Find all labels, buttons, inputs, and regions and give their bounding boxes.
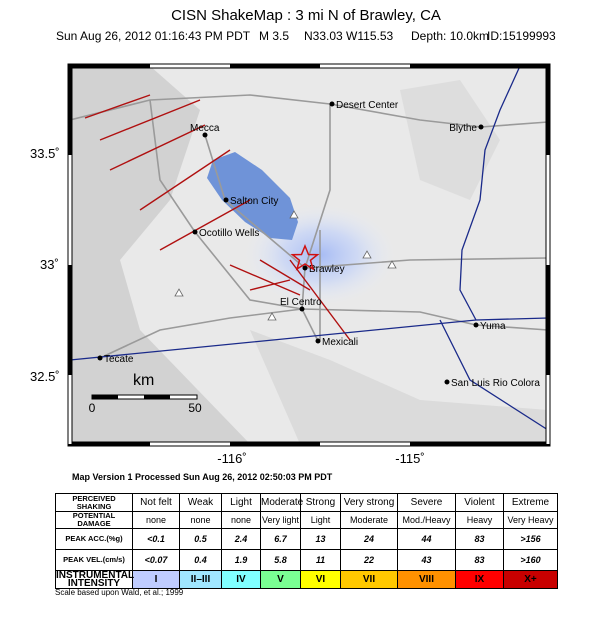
row-header: PEAK VEL.(cm/s) [55,549,133,571]
subtitle-magnitude: M 3.5 [259,29,289,43]
legend-cell: 83 [455,549,504,571]
legend-cell: II–III [179,570,222,589]
stations [174,210,397,321]
legend-cell: <0.07 [132,549,180,571]
faults [84,94,351,341]
map-area [70,66,548,444]
legend-cell: 1.9 [221,549,261,571]
subtitle-time: Sun Aug 26, 2012 01:16:43 PM PDT [56,29,251,43]
legend-cell: Not felt [132,493,180,512]
subtitle: Sun Aug 26, 2012 01:16:43 PM PDT M 3.5 N… [56,29,556,43]
subtitle-location: N33.03 W115.53 [304,29,393,43]
borders [70,66,548,431]
legend-cell: none [132,511,180,529]
legend-cell: 43 [397,549,456,571]
legend-cell: VI [300,570,341,589]
legend-cell: Severe [397,493,456,512]
city-label: Yuma [480,321,506,332]
lon-label: -116˚ [217,451,246,466]
legend-cell: 0.5 [179,528,222,550]
legend-cell: 11 [300,549,341,571]
city-label: Mexicali [322,337,358,348]
legend-cell: Extreme [503,493,558,512]
legend-row: POTENTIAL DAMAGE none none none Very light Li… [55,511,558,529]
legend-cell: none [179,511,222,529]
legend-cell: none [221,511,261,529]
frame-ticks [68,64,550,446]
legend-row: PERCEIVED SHAKING Not felt Weak Light Modera… [55,493,558,512]
legend-cell: Moderate [260,493,303,512]
cities: Desert Center Blythe Mecca Salton City O… [97,100,540,389]
legend-cell: 22 [340,549,398,571]
legend-cell: IV [221,570,261,589]
legend-cell: 2.4 [221,528,261,550]
legend-cell: 83 [455,528,504,550]
legend-cell: V [260,570,301,589]
city-label: Blythe [449,123,477,134]
scale-tick: 50 [188,401,202,415]
legend-cell: 5.8 [260,549,301,571]
legend-cell: IX [455,570,504,589]
lat-label: 32.5˚ [30,369,60,384]
city-label: Mecca [190,123,220,134]
lat-label: 33.5˚ [30,146,60,161]
legend-cell: 24 [340,528,398,550]
row-header: INSTRUMENTAL INTENSITY [55,569,135,589]
lon-label: -115˚ [395,451,424,466]
legend-cell: Heavy [455,511,504,529]
subtitle-depth: Depth: 10.0km [411,29,489,43]
legend-row: PEAK ACC.(%g) <0.1 0.5 2.4 6.7 13 24 44 83 >156 [55,528,558,550]
legend-cell: Very Heavy [503,511,558,529]
footer: Scale based upon Wald, et al.; 1999 [55,588,184,597]
legend-cell: >160 [503,549,558,571]
version: Map Version 1 Processed Sun Aug 26, 2012… [72,472,333,482]
legend-cell: Light [300,511,341,529]
legend-cell: Light [221,493,261,512]
scale-tick: 0 [89,401,96,415]
legend-cell: VIII [397,570,456,589]
epicenter [290,244,320,271]
scale-bar [91,394,198,400]
legend-cell: Very light [260,511,301,529]
legend-cell: VII [340,570,398,589]
legend-cell: Strong [300,493,341,512]
intensity-legend: PERCEIVED SHAKING Not felt Weak Light Modera… [55,493,558,589]
legend-cell: 44 [397,528,456,550]
city-label: Desert Center [336,100,399,111]
row-header: PERCEIVED SHAKING [55,493,133,512]
legend-cell: Mod./Heavy [397,511,456,529]
city-label: Ocotillo Wells [199,228,259,239]
legend-cell: Moderate [340,511,398,529]
legend-cell: Very strong [340,493,398,512]
city-label: San Luis Rio Colora [451,378,540,389]
salton-sea [207,152,298,240]
lat-label: 33˚ [40,257,59,272]
legend-row: INSTRUMENTAL INTENSITY I II–III IV V VI VII VII… [55,569,558,589]
city-label: Tecate [104,354,134,365]
scale-unit: km [133,372,154,389]
legend-cell: 6.7 [260,528,301,550]
city-label: El Centro [280,297,322,308]
map-figure: CISN ShakeMap : 3 mi N of Brawley, CA Su… [30,7,556,482]
legend-cell: <0.1 [132,528,180,550]
legend-cell: Violent [455,493,504,512]
legend-cell: I [132,570,180,589]
legend-row: PEAK VEL.(cm/s) <0.07 0.4 1.9 5.8 11 22 43 83 >16… [55,549,558,571]
title: CISN ShakeMap : 3 mi N of Brawley, CA [171,7,441,24]
row-header: PEAK ACC.(%g) [55,528,133,550]
legend-cell: Weak [179,493,222,512]
legend-cell: 0.4 [179,549,222,571]
subtitle-id: ID:15199993 [487,29,556,43]
row-header: POTENTIAL DAMAGE [55,511,133,529]
city-label: Brawley [309,264,345,275]
city-label: Salton City [230,196,278,207]
legend-cell: X+ [503,570,558,589]
legend-cell: >156 [503,528,558,550]
legend-cell: 13 [300,528,341,550]
